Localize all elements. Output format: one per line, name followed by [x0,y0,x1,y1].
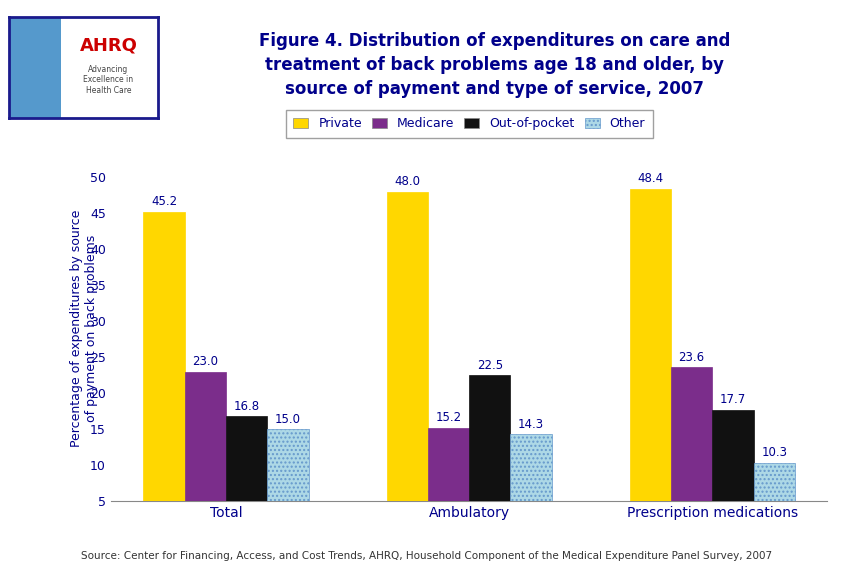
Text: 48.4: 48.4 [636,172,663,185]
Text: 23.0: 23.0 [193,355,218,368]
Text: 10.3: 10.3 [760,446,786,460]
Text: 48.0: 48.0 [394,175,420,188]
Text: 15.0: 15.0 [274,412,301,426]
Bar [60,17,158,118]
Text: 14.3: 14.3 [517,418,544,431]
Bar [469,375,509,537]
Bar [226,416,268,537]
Text: 15.2: 15.2 [435,411,461,424]
Bar [185,372,226,537]
Legend: Private, Medicare, Out-of-pocket, Other: Private, Medicare, Out-of-pocket, Other [285,110,652,138]
Text: 23.6: 23.6 [677,351,704,363]
Bar [670,367,711,537]
Text: Advancing
Excellence in
Health Care: Advancing Excellence in Health Care [83,65,134,94]
Text: 45.2: 45.2 [151,195,177,208]
Bar [386,191,428,537]
Y-axis label: Percentage of expenditures by source
of payment on back problems: Percentage of expenditures by source of … [71,210,98,447]
Bar [752,463,794,537]
Text: Figure 4. Distribution of expenditures on care and
treatment of back problems ag: Figure 4. Distribution of expenditures o… [259,32,729,97]
Text: AHRQ: AHRQ [79,36,137,55]
Bar [509,434,551,537]
Bar [143,211,185,537]
Bar [268,429,308,537]
Bar [711,410,752,537]
Text: 17.7: 17.7 [719,393,746,406]
Text: 16.8: 16.8 [233,400,260,412]
Bar [428,427,469,537]
Text: 22.5: 22.5 [476,358,503,372]
Bar [629,189,670,537]
Text: Source: Center for Financing, Access, and Cost Trends, AHRQ, Household Component: Source: Center for Financing, Access, an… [81,551,771,561]
